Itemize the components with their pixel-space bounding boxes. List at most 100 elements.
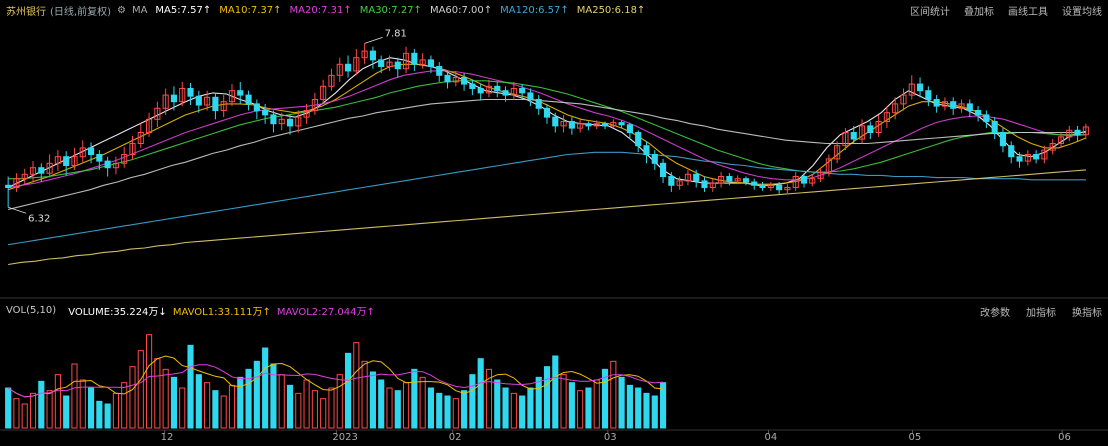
volume-bar <box>635 387 642 429</box>
volume-bar <box>38 380 45 429</box>
candle-body <box>585 123 592 127</box>
volume-bar <box>344 352 352 429</box>
volume-toolbar-button[interactable]: 加指标 <box>1026 308 1056 319</box>
candle-body <box>369 50 376 61</box>
ma-line-ma60 <box>7 98 1086 211</box>
candle-body <box>1041 149 1048 160</box>
candle-body <box>162 94 169 109</box>
candle-body <box>850 132 857 140</box>
candle-body <box>1033 154 1040 160</box>
volume-bar <box>112 392 119 429</box>
volume-bar <box>278 374 285 429</box>
candle-body <box>875 121 882 133</box>
x-tick-label: 12 <box>160 432 174 443</box>
volume-bar <box>179 387 186 429</box>
volume-bar <box>386 387 393 429</box>
candle-body <box>809 178 816 184</box>
volume-bar <box>154 358 161 429</box>
candle-body <box>560 121 567 127</box>
candle-body <box>469 83 476 89</box>
toolbar-button[interactable]: 画线工具 <box>1008 7 1048 18</box>
candle-body <box>245 94 252 105</box>
candle-body <box>121 154 128 164</box>
volume-bar <box>146 334 153 429</box>
toolbar-button[interactable]: 设置均线 <box>1062 7 1102 18</box>
candle-body <box>900 94 907 105</box>
volume-bar <box>444 395 451 429</box>
volume-bar <box>220 395 227 429</box>
volume-bar <box>237 376 244 429</box>
settings-icon[interactable]: ⚙ <box>116 4 126 16</box>
volume-bar <box>552 355 559 429</box>
candle-body <box>950 101 957 109</box>
candle-body <box>270 114 277 125</box>
volume-bar <box>618 376 625 429</box>
candle-body <box>220 101 227 111</box>
volume-toolbar: 改参数 加指标 换指标 <box>974 304 1102 319</box>
volume-bar <box>485 368 493 429</box>
x-tick-label: 06 <box>1058 432 1071 443</box>
toolbar-button[interactable]: 叠加标 <box>964 7 994 18</box>
volume-legend: VOLUME:35.224万↓ MAVOL1:33.111万↑ MAVOL2:27.… <box>62 303 375 318</box>
candle-body <box>154 107 161 120</box>
volume-bar <box>54 374 61 429</box>
candle-body <box>444 74 451 83</box>
candle-body <box>1024 154 1031 162</box>
candle-body <box>96 154 103 162</box>
candle-body <box>759 184 766 189</box>
volume-legend-item: MAVOL1:33.111万↑ <box>172 306 271 318</box>
volume-bar <box>262 347 269 429</box>
candle-body <box>676 180 683 186</box>
volume-bar <box>71 363 78 429</box>
candle-body <box>659 162 667 178</box>
volume-bar <box>204 382 211 429</box>
volume-bar <box>394 390 401 429</box>
candle-body <box>535 99 542 109</box>
ma-line-ma120 <box>8 151 1086 246</box>
volume-bar <box>353 342 360 429</box>
candle-body <box>253 103 260 112</box>
volume-bar <box>427 387 435 429</box>
volume-bar <box>295 392 302 429</box>
price-annotation-label: 6.32 <box>28 213 50 224</box>
candle-body <box>63 156 70 166</box>
volume-bar <box>361 360 368 429</box>
volume-toolbar-button[interactable]: 换指标 <box>1072 308 1102 319</box>
volume-toolbar-button[interactable]: 改参数 <box>980 308 1010 319</box>
candle-body <box>278 118 285 125</box>
x-tick-label: 05 <box>908 432 922 443</box>
candle-body <box>842 132 849 147</box>
volume-label: VOL(5,10) <box>6 304 57 316</box>
toolbar-button[interactable]: 区间统计 <box>910 7 950 18</box>
period-label[interactable]: (日线,前复权) <box>50 6 111 18</box>
candle-body <box>328 74 335 87</box>
volume-bar <box>13 398 20 429</box>
candle-body <box>941 101 948 107</box>
candle-body <box>104 160 111 169</box>
volume-bar <box>187 344 194 429</box>
candle-body <box>1049 143 1056 151</box>
x-tick-label: 04 <box>764 432 778 443</box>
volume-bar <box>469 374 476 429</box>
candle-body <box>1016 156 1023 162</box>
candle-body <box>543 107 551 118</box>
volume-bar <box>402 382 410 429</box>
volume-bar <box>5 387 12 429</box>
candle-body <box>502 90 509 96</box>
candle-body <box>378 59 385 68</box>
candle-body <box>751 181 758 186</box>
candle-body <box>1066 129 1073 138</box>
candle-body <box>461 77 468 85</box>
candle-body <box>344 63 352 72</box>
volume-bar <box>328 387 335 429</box>
candle-body <box>552 116 559 127</box>
candle-body <box>237 90 244 96</box>
candle-body <box>892 103 899 114</box>
candle-body <box>883 112 890 122</box>
stock-name[interactable]: 苏州银行 <box>6 6 46 18</box>
candle-body <box>742 178 750 183</box>
candle-body <box>867 125 874 134</box>
toolbar-right: 区间统计 叠加标 画线工具 设置均线 <box>910 3 1102 18</box>
candle-body <box>146 118 153 134</box>
